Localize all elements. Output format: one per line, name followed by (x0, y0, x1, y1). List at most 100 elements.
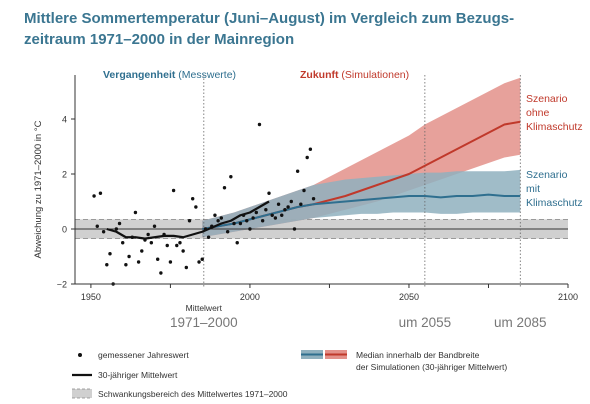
observation-point (184, 265, 189, 270)
observation-point (270, 213, 274, 217)
observation-point (155, 257, 160, 261)
past-label-bold: Vergangenheit (103, 69, 176, 81)
scenario-red-label-line: Klimaschutz (526, 121, 583, 133)
observation-point (197, 260, 201, 264)
observation-point (187, 219, 192, 223)
legend-band: Schwankungsbereich des Mittelwertes 1971… (98, 389, 288, 399)
observation-point (194, 205, 198, 209)
observation-point (203, 227, 208, 231)
y-axis-label: Abweichung zu 1971–2000 in °C (33, 120, 44, 258)
y-tick-label: 2 (62, 170, 67, 180)
observation-point (206, 235, 211, 239)
observation-point (216, 219, 220, 223)
y-tick-label: −2 (57, 280, 67, 290)
observation-point (292, 227, 297, 231)
observation-point (200, 257, 204, 261)
legend-dot-icon (78, 353, 82, 357)
observation-point (162, 232, 166, 237)
scenario-blue-label-line: mit (526, 183, 540, 195)
observation-point (105, 263, 109, 267)
observation-point (225, 230, 230, 234)
observation-point (286, 205, 290, 209)
observation-point (149, 241, 154, 245)
observation-point (130, 235, 134, 239)
observation-point (127, 254, 131, 259)
observation-point (140, 249, 144, 253)
observation-point (95, 224, 99, 228)
legend-median-line1: Median innerhalb der Bandbreite (356, 350, 480, 360)
observation-point (260, 219, 265, 223)
future-label-rest: (Simulationen) (339, 69, 410, 81)
observation-point (159, 271, 163, 275)
observation-point (241, 213, 246, 217)
observation-point (305, 155, 309, 160)
y-tick-label: 4 (62, 115, 67, 125)
observation-point (168, 260, 173, 264)
future-label-bold: Zukunft (300, 69, 339, 81)
observation-point (245, 219, 249, 223)
legend-median-line2: der Simulationen (30-jähriger Mittelwert… (356, 362, 507, 372)
observation-point (302, 188, 306, 193)
observation-point (276, 202, 281, 206)
observation-point (299, 202, 303, 206)
past-section-label: Vergangenheit (Messwerte) (103, 69, 236, 81)
chart-title: Mittlere Sommertemperatur (Juni–August) … (24, 8, 584, 50)
observation-point (222, 186, 227, 190)
x-tick-label: 2000 (240, 292, 260, 302)
observation-point (308, 147, 313, 151)
legend-mean30: 30-jähriger Mittelwert (98, 370, 178, 380)
observation-point (114, 227, 119, 231)
scenario-red-label-line: Szenario (526, 93, 568, 105)
observation-point (171, 188, 176, 193)
observation-point (101, 230, 106, 234)
future-section-label: Zukunft (Simulationen) (300, 69, 409, 81)
observation-point (98, 191, 103, 195)
observation-point (257, 122, 262, 127)
marker-sublabel-0: 1971–2000 (170, 315, 238, 330)
observation-point (273, 216, 278, 220)
observation-point (190, 197, 195, 201)
observation-point (143, 238, 147, 242)
observation-point (146, 232, 150, 237)
observation-point (165, 243, 169, 248)
legend-band-icon (72, 389, 92, 398)
observation-point (136, 260, 141, 264)
marker-label-0: Mittelwert (186, 303, 223, 313)
marker-sublabel-2: um 2085 (494, 315, 547, 330)
scenario-blue-label-line: Klimaschutz (526, 197, 583, 209)
observation-point (248, 227, 252, 231)
x-tick-label: 1950 (81, 292, 101, 302)
observation-point (133, 210, 138, 215)
legend-observations: gemessener Jahreswert (98, 350, 189, 360)
observation-point (235, 241, 239, 245)
observation-point (254, 210, 258, 215)
past-label-rest: (Messwerte) (175, 69, 236, 81)
y-tick-label: 0 (62, 225, 67, 235)
observation-point (251, 216, 255, 220)
observation-point (267, 191, 271, 195)
observation-point (219, 216, 224, 220)
observation-point (232, 221, 236, 226)
median-line-climate-protection (202, 193, 521, 230)
x-tick-label: 2050 (399, 292, 419, 302)
observation-point (178, 241, 182, 245)
scenario-red-label-line: ohne (526, 107, 550, 119)
observation-point (121, 241, 125, 245)
marker-sublabel-1: um 2055 (399, 315, 452, 330)
chart-title-line1: Mittlere Sommertemperatur (Juni–August) … (24, 10, 515, 27)
observation-point (229, 175, 233, 179)
observation-point (210, 224, 214, 228)
observation-point (117, 221, 122, 226)
observation-point (283, 208, 287, 212)
observation-point (175, 243, 179, 248)
observation-point (108, 252, 112, 256)
observation-point (295, 169, 300, 173)
observation-point (238, 221, 243, 226)
observation-point (264, 208, 268, 212)
observation-point (280, 213, 284, 217)
band-climate-protection (202, 169, 521, 238)
observation-point (124, 263, 128, 267)
scenario-blue-label-line: Szenario (526, 169, 568, 181)
observation-point (181, 249, 185, 253)
